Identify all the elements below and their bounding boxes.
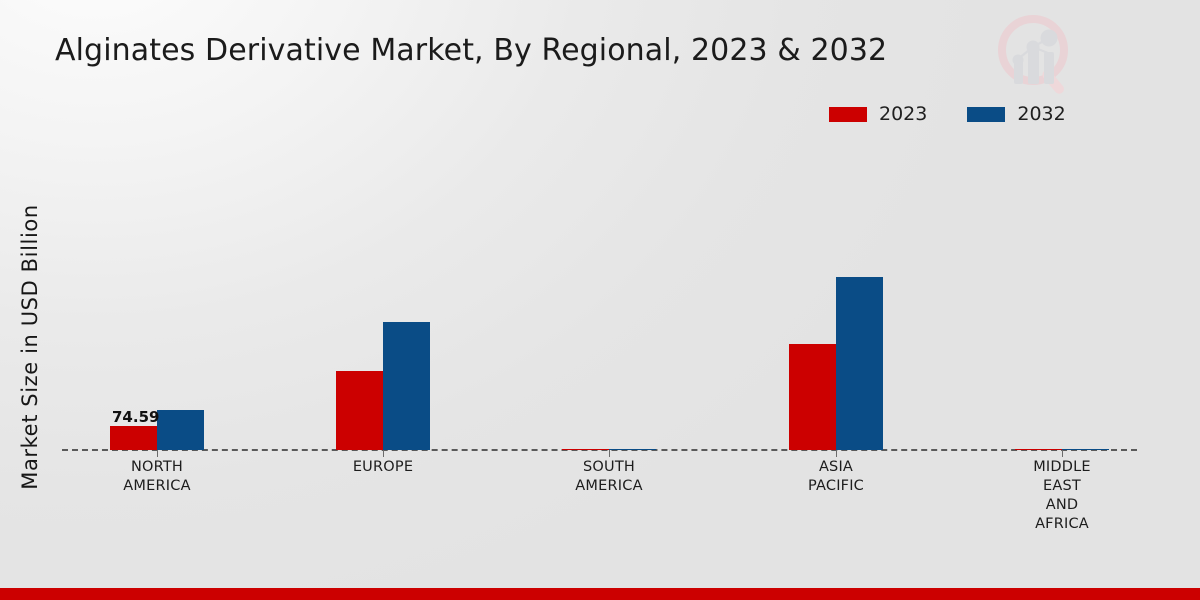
category-label-line: AMERICA [123, 478, 191, 494]
legend-label-2023: 2023 [879, 103, 928, 125]
category-label-line: NORTH [130, 459, 184, 475]
x-axis-category-label: EUROPE [293, 458, 473, 477]
legend-item-2023[interactable]: 2023 [829, 103, 927, 125]
chart-title: Alginates Derivative Market, By Regional… [55, 33, 888, 68]
x-axis-category-label: ASIA PACIFIC [746, 458, 926, 496]
category-label-line: SOUTH [583, 459, 635, 475]
x-axis-category-label: SOUTH AMERICA [519, 458, 699, 496]
legend-item-2032[interactable]: 2032 [967, 103, 1066, 125]
category-label-line: AMERICA [575, 478, 643, 494]
x-axis-tick [609, 450, 610, 457]
x-axis-tick [836, 450, 837, 457]
bar-2023[interactable] [336, 371, 383, 450]
bar-2023[interactable] [562, 448, 609, 450]
bar-2023[interactable] [1015, 448, 1062, 450]
bar-2032[interactable] [383, 321, 430, 450]
bar-value-label: 74.59 [112, 408, 160, 426]
category-label-line: EAST [1043, 478, 1081, 494]
bar-2032[interactable] [1062, 448, 1109, 450]
category-label-line: AFRICA [1035, 516, 1089, 532]
legend-label-2032: 2032 [1017, 103, 1066, 125]
bar-2023[interactable] [789, 343, 836, 450]
x-axis-tick [1062, 450, 1063, 457]
x-axis-tick [157, 450, 158, 457]
x-axis-baseline [62, 449, 1137, 451]
x-axis-tick [383, 450, 384, 457]
category-label-line: MIDDLE [1033, 459, 1091, 475]
bar-2032[interactable] [836, 276, 883, 450]
bar-2032[interactable] [609, 448, 656, 450]
bar-2032[interactable] [157, 410, 204, 450]
bar-2023[interactable] [110, 426, 157, 450]
chart-legend: 2023 2032 [829, 103, 1066, 125]
footer-accent-bar [0, 588, 1200, 600]
legend-swatch-2023 [829, 106, 867, 122]
category-label-line: PACIFIC [807, 478, 865, 494]
category-label-line: EUROPE [352, 459, 414, 475]
x-axis-category-label: NORTH AMERICA [67, 458, 247, 496]
category-label-line: AND [1045, 497, 1079, 513]
legend-swatch-2032 [967, 106, 1006, 122]
x-axis-category-label: MIDDLE EAST AND AFRICA [972, 458, 1152, 534]
category-label-line: ASIA [818, 459, 854, 475]
